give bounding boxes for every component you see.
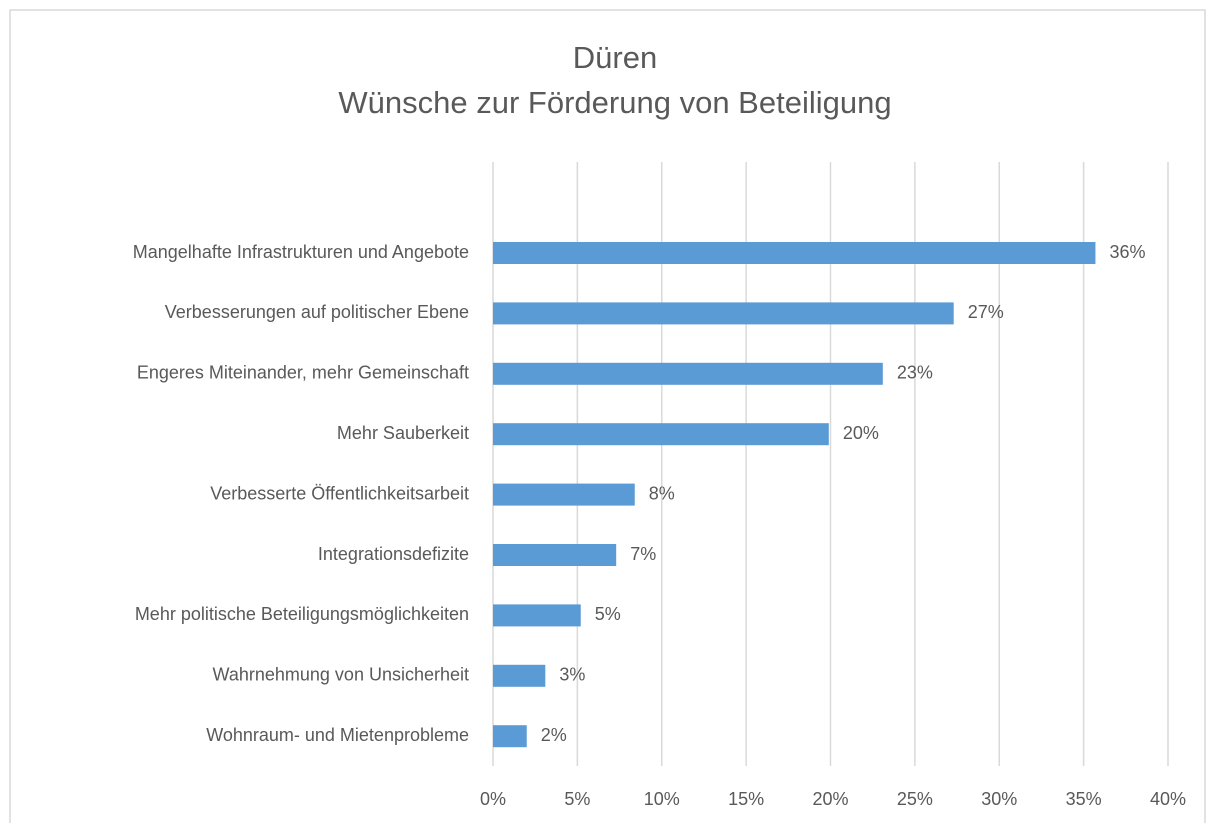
x-tick-label: 0% xyxy=(480,789,506,809)
chart-subtitle: Wünsche zur Förderung von Beteiligung xyxy=(338,85,891,120)
data-label: 2% xyxy=(541,725,567,745)
y-tick-label: Wohnraum- und Mietenprobleme xyxy=(206,725,469,745)
y-tick-label: Verbesserungen auf politischer Ebene xyxy=(165,302,469,322)
data-label: 5% xyxy=(595,604,621,624)
y-tick-label: Mangelhafte Infrastrukturen und Angebote xyxy=(133,242,469,262)
x-tick-label: 5% xyxy=(564,789,590,809)
y-tick-label: Mehr politische Beteiligungsmöglichkeite… xyxy=(135,604,469,624)
x-tick-label: 10% xyxy=(644,789,680,809)
data-label: 7% xyxy=(630,544,656,564)
y-tick-label: Integrationsdefizite xyxy=(318,544,469,564)
bar xyxy=(493,302,954,325)
chart-title: Düren xyxy=(573,40,657,75)
bar xyxy=(493,544,617,566)
data-label: 23% xyxy=(897,363,933,383)
bar xyxy=(493,604,581,627)
x-tick-label: 15% xyxy=(728,789,764,809)
x-tick-label: 30% xyxy=(981,789,1017,809)
data-label: 36% xyxy=(1109,242,1145,262)
bar xyxy=(493,664,546,687)
x-tick-label: 20% xyxy=(812,789,848,809)
bar xyxy=(493,725,527,748)
data-label: 20% xyxy=(843,423,879,443)
x-tick-label: 35% xyxy=(1066,789,1102,809)
y-tick-label: Wahrnehmung von Unsicherheit xyxy=(213,665,469,685)
chart-frame xyxy=(9,9,1206,823)
x-tick-label: 40% xyxy=(1150,789,1186,809)
data-label: 8% xyxy=(649,483,675,503)
y-tick-label: Verbesserte Öffentlichkeitsarbeit xyxy=(210,483,469,503)
data-label: 27% xyxy=(968,302,1004,322)
y-tick-label: Mehr Sauberkeit xyxy=(337,423,469,443)
x-tick-label: 25% xyxy=(897,789,933,809)
data-label: 3% xyxy=(559,665,585,685)
bar xyxy=(493,242,1096,264)
bar xyxy=(493,483,635,506)
bar xyxy=(493,362,883,385)
bar xyxy=(493,423,829,446)
y-tick-label: Engeres Miteinander, mehr Gemeinschaft xyxy=(137,363,469,383)
